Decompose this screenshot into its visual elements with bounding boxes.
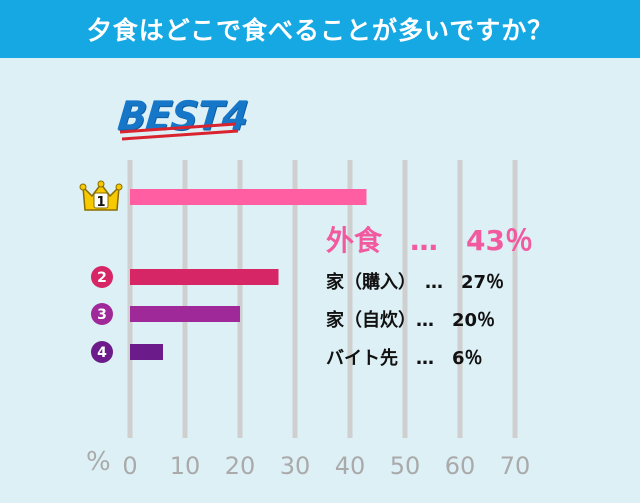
rank-number: 2 [97, 270, 107, 286]
bar-label-3: 家（自炊）… 20％ [326, 310, 496, 331]
best-underline [119, 122, 237, 134]
x-tick-label: 50 [390, 452, 421, 480]
rank-circle-icon [91, 266, 113, 288]
crown-rank-box [93, 192, 109, 209]
x-tick-label: 0 [122, 452, 137, 480]
rank-circle-icon [91, 303, 113, 325]
bar [130, 344, 163, 360]
rank-number: 3 [97, 307, 107, 323]
x-tick-label: 30 [280, 452, 311, 480]
x-tick-label: 10 [170, 452, 201, 480]
x-tick-label: 20 [225, 452, 256, 480]
rank-number: 4 [97, 345, 107, 361]
axis-unit-label: % [86, 447, 111, 477]
x-tick-label: 40 [335, 452, 366, 480]
bar-label-2: 家（購入） … 27％ [326, 272, 505, 293]
x-tick-label: 70 [500, 452, 531, 480]
best-underline [121, 129, 239, 141]
bar [130, 306, 240, 322]
rank-circle-icon [91, 341, 113, 363]
bar-label-1: 外食 … 43％ [326, 224, 533, 257]
bar [130, 269, 279, 285]
crown-jewel [115, 183, 123, 191]
bar [130, 189, 367, 205]
crown-jewel [97, 180, 105, 188]
bar-label-4: バイト先 … 6％ [326, 348, 483, 369]
page-title: 夕食はどこで食べることが多いですか？ [0, 0, 640, 58]
crown-jewel [79, 183, 87, 191]
x-tick-label: 60 [445, 452, 476, 480]
rank-number: 1 [96, 195, 105, 210]
